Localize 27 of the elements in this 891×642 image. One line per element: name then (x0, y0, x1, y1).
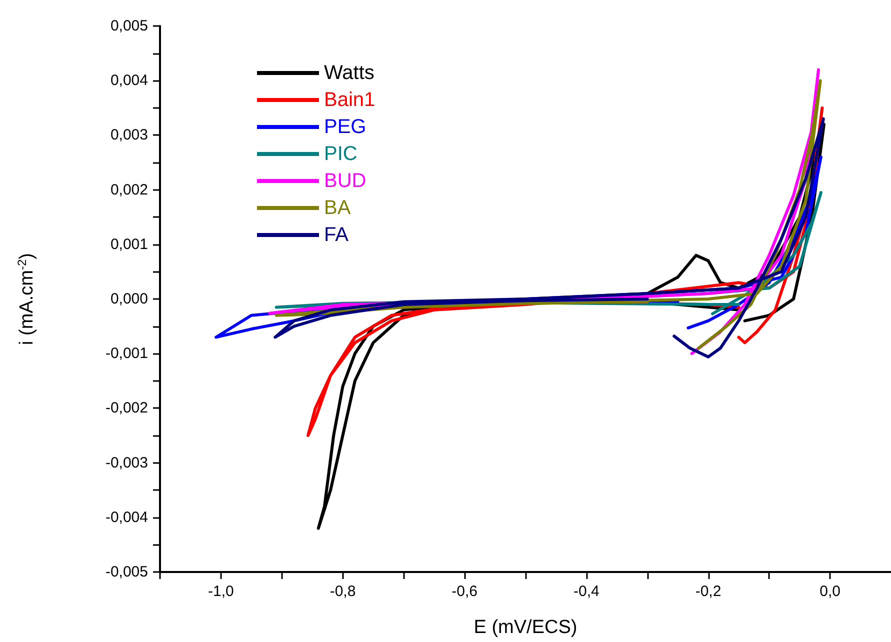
legend-label: Watts (324, 62, 374, 84)
y-tick-label: 0,004 (110, 72, 148, 90)
y-axis-title: i (mA.cm-2) (15, 253, 38, 345)
line-series (274, 117, 825, 358)
x-tick-label: 0,0 (820, 583, 841, 600)
legend-label: PEG (324, 116, 366, 138)
y-tick-label: 0,002 (110, 181, 148, 198)
y-tick-label: -0,001 (105, 345, 148, 362)
legend-label: Bain1 (324, 89, 376, 111)
y-tick-label: -0,005 (105, 564, 148, 580)
x-tick-label: -0,2 (695, 583, 722, 600)
x-tick-label: -1,0 (208, 583, 234, 600)
y-tick-label: 0,003 (110, 126, 148, 144)
y-tick-label: 0,000 (110, 290, 148, 308)
x-tick-label: -0,6 (452, 583, 478, 600)
y-tick-label: -0,004 (105, 508, 148, 526)
legend-label: FA (324, 224, 350, 246)
legend-label: BA (324, 197, 352, 219)
legend-label: PIC (324, 143, 358, 165)
y-tick-label: -0,003 (105, 454, 148, 472)
y-tick-label: -0,002 (105, 400, 148, 417)
legend-label: BUD (324, 170, 366, 192)
x-axis-title: E (mV/ECS) (474, 617, 578, 638)
y-tick-label: 0,001 (110, 236, 148, 253)
x-tick-label: -0,8 (330, 583, 356, 600)
x-tick-label: -0,4 (573, 583, 600, 600)
y-tick-label: 0,005 (110, 18, 148, 34)
